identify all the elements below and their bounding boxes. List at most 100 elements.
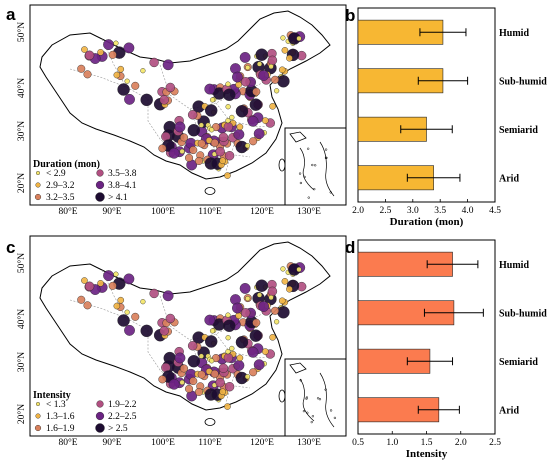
- map-point: [236, 123, 244, 131]
- legend-item-label: < 1.3: [46, 400, 66, 410]
- map-point: [187, 341, 198, 351]
- map-point: [252, 87, 261, 96]
- map-point: [218, 363, 229, 373]
- lon-label: 120°E: [250, 437, 274, 448]
- map-point: [108, 50, 117, 59]
- map-point: [256, 61, 263, 67]
- map-point: [224, 382, 235, 392]
- map-point: [162, 59, 174, 71]
- map-point: [124, 78, 130, 84]
- inset-island: [306, 411, 309, 414]
- map-point: [277, 306, 290, 319]
- map-point: [278, 66, 286, 74]
- map-point: [247, 115, 259, 127]
- map-point: [84, 50, 95, 60]
- map-point: [113, 40, 119, 46]
- inset-island: [305, 397, 308, 400]
- legend-marker: [36, 170, 41, 175]
- map-c-points: [77, 262, 307, 410]
- map-point: [278, 297, 286, 305]
- map-point: [296, 266, 302, 273]
- map-point: [159, 326, 169, 336]
- map-point: [229, 114, 235, 121]
- hainan-outline: [204, 187, 216, 195]
- map-point: [117, 83, 130, 96]
- x-tick-label: 3.5: [434, 206, 446, 216]
- map-point: [223, 88, 236, 101]
- map-point: [235, 312, 242, 320]
- legend-a: Duration (mon) < 2.9 2.9–3.2 3.2–3.5 3.5–3.…: [33, 159, 137, 203]
- map-point: [225, 118, 231, 124]
- x-tick-label: 4.5: [489, 206, 501, 216]
- map-point: [158, 144, 167, 153]
- map-point: [174, 121, 186, 133]
- map-point: [210, 138, 219, 147]
- map-point: [140, 68, 146, 74]
- map-point: [218, 132, 229, 142]
- map-point: [249, 368, 258, 377]
- map-point: [255, 279, 268, 292]
- x-tick-label: 2.5: [379, 206, 391, 216]
- legend-item-label: 1.3–1.6: [46, 412, 75, 422]
- map-panel-c: c Intensity < 1.3 1.3–1.6 1.6–1.9 1.9–2.2 2.…: [6, 235, 347, 448]
- lon-label: 80°E: [58, 206, 77, 217]
- inset-island: [329, 191, 332, 194]
- inset-coast: [289, 362, 307, 374]
- map-point: [84, 281, 95, 291]
- legend-marker: [34, 193, 42, 201]
- legend-item-label: 2.2–2.5: [108, 412, 137, 422]
- province-boundary: [147, 99, 179, 156]
- map-point: [270, 75, 279, 84]
- x-tick-label: 0.5: [352, 438, 364, 448]
- map-point: [281, 47, 289, 54]
- legend-item-label: 1.9–2.2: [108, 400, 137, 410]
- panel-label-b: b: [345, 6, 355, 25]
- lon-label: 90°E: [102, 206, 121, 217]
- inset-island: [307, 196, 310, 199]
- map-point: [277, 75, 290, 88]
- map-point: [235, 81, 242, 89]
- map-point: [210, 369, 219, 378]
- legend-item-label: > 4.1: [108, 193, 128, 203]
- map-point: [81, 277, 88, 284]
- inset-island: [324, 148, 328, 151]
- map-point: [123, 42, 135, 54]
- map-point: [296, 35, 302, 42]
- map-point: [244, 374, 251, 380]
- category-label: Humid: [499, 260, 529, 271]
- map-point: [219, 157, 227, 165]
- inset-dash-line: [299, 141, 335, 197]
- map-point: [180, 364, 189, 373]
- inset-a-islands: [289, 131, 335, 199]
- map-a-lat-labels: 50°N 40°N 30°N 20°N: [16, 22, 27, 193]
- map-point: [77, 295, 86, 304]
- map-point: [187, 124, 201, 137]
- inset-island: [310, 420, 313, 424]
- map-c-lon-labels: 80°E 90°E 100°E 110°E 120°E 130°E: [58, 437, 321, 448]
- map-point: [131, 81, 140, 90]
- map-point: [245, 295, 251, 302]
- map-point: [117, 296, 125, 304]
- province-boundary: [101, 38, 127, 88]
- map-point: [209, 358, 215, 364]
- map-point: [187, 110, 198, 120]
- map-point: [131, 312, 140, 321]
- legend-marker: [96, 400, 104, 408]
- inset-coast: [289, 131, 307, 143]
- map-point: [267, 286, 278, 297]
- map-point: [247, 346, 259, 358]
- map-point: [215, 146, 225, 157]
- map-point: [256, 292, 263, 298]
- lon-label: 110°E: [198, 437, 222, 448]
- legend-c-title: Intensity: [33, 390, 71, 401]
- map-point: [204, 314, 216, 326]
- lon-label: 120°E: [250, 206, 274, 217]
- map-point: [267, 55, 278, 66]
- legend-item-label: < 2.9: [46, 169, 66, 179]
- map-point: [209, 328, 216, 334]
- legend-marker: [34, 424, 42, 432]
- map-point: [235, 105, 249, 118]
- map-point: [165, 313, 176, 324]
- category-label: Sub-humid: [499, 308, 547, 319]
